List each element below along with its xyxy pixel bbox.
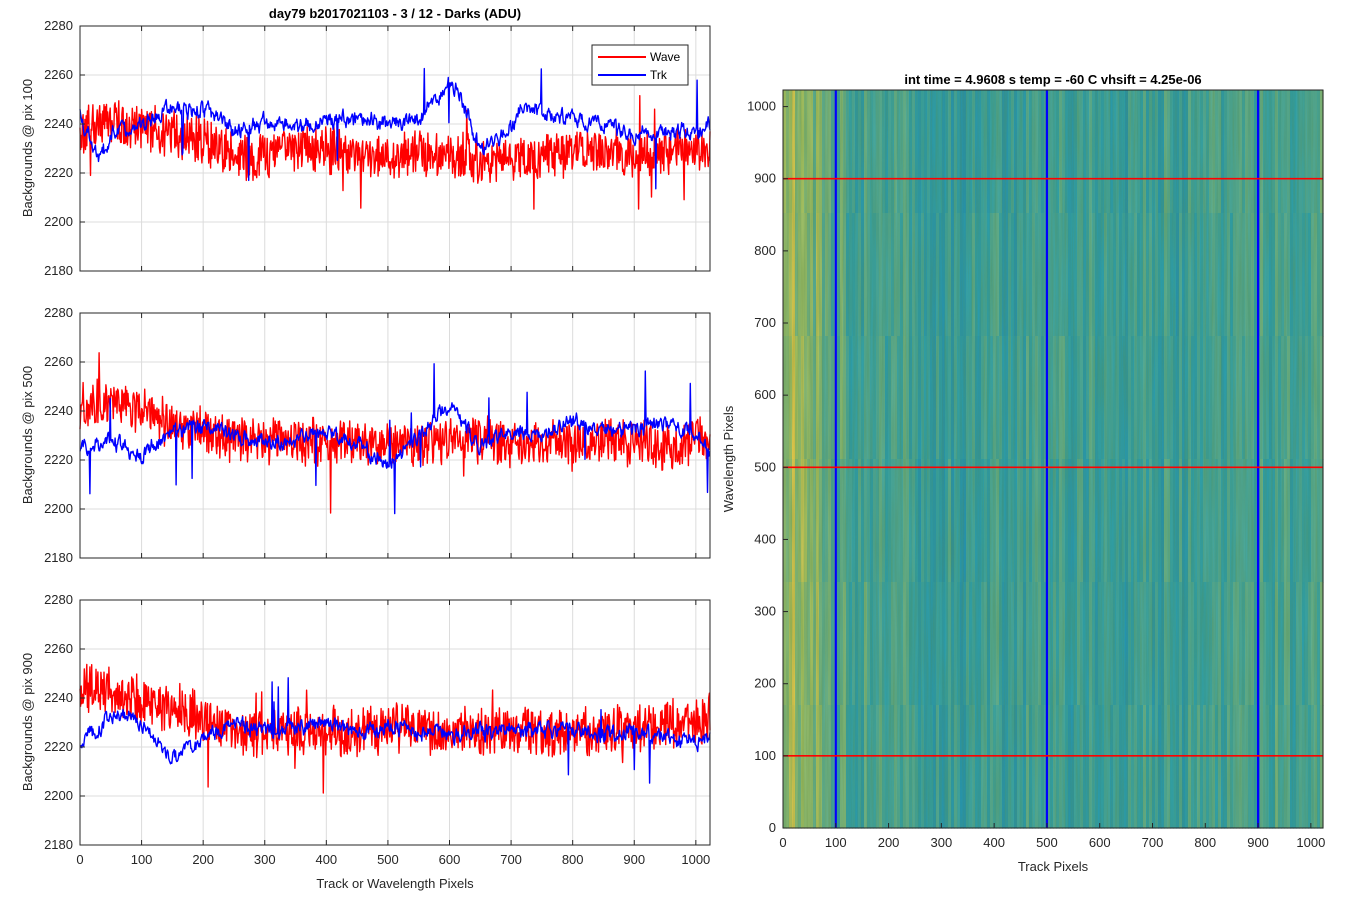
x-tick-label: 100 (825, 835, 847, 850)
series-line-trk (79, 67, 711, 190)
legend-label-wave: Wave (650, 50, 681, 64)
line-panel-pix-500: 2180 2200 2220 2240 2260 2280 Backgrounds @ p… (20, 305, 711, 565)
x-tick-label: 0 (779, 835, 786, 850)
y-tick-label: 1000 (747, 99, 776, 114)
x-tick-label: 900 (1247, 835, 1269, 850)
y-tick-label: 2180 (44, 263, 73, 278)
x-tick-label: 300 (254, 852, 276, 867)
x-axis-label: Track Pixels (1018, 859, 1089, 874)
x-tick-label: 300 (931, 835, 953, 850)
y-tick-label: 800 (754, 243, 776, 258)
y-tick-label: 2200 (44, 501, 73, 516)
x-tick-label: 100 (131, 852, 153, 867)
series-line-wave (79, 94, 711, 210)
series-group (79, 67, 711, 210)
y-axis-label: Wavelength Pixels (721, 405, 736, 512)
line-panel-pix-900: 0 100 200 300 400 500 600 700 800 900 1000 2180 2200… (20, 592, 711, 891)
y-tick-label: 2240 (44, 116, 73, 131)
y-tick-label: 2240 (44, 403, 73, 418)
x-tick-label: 400 (315, 852, 337, 867)
y-tick-label: 2240 (44, 690, 73, 705)
x-tick-label: 800 (1194, 835, 1216, 850)
legend-label-trk: Trk (650, 68, 668, 82)
y-tick-label: 2180 (44, 837, 73, 852)
y-tick-label: 300 (754, 604, 776, 619)
tick-labels: 2180 2200 2220 2240 2260 2280 (44, 305, 697, 565)
line-panel-pix-100: 2180 2200 2220 2240 2260 2280 Backgrounds @ p… (20, 18, 711, 278)
series-group (79, 352, 711, 515)
y-axis-label: Backgrounds @ pix 100 (20, 79, 35, 217)
x-tick-label: 700 (1142, 835, 1164, 850)
x-tick-label: 600 (439, 852, 461, 867)
heatmap-title: int time = 4.9608 s temp = -60 C vhsift … (904, 72, 1201, 87)
x-tick-label: 500 (377, 852, 399, 867)
y-tick-label: 2220 (44, 165, 73, 180)
x-tick-label: 600 (1089, 835, 1111, 850)
x-tick-label: 700 (500, 852, 522, 867)
plot-frame (79, 25, 711, 272)
y-tick-label: 2280 (44, 592, 73, 607)
plot-frame (782, 89, 1324, 829)
y-tick-label: 900 (754, 171, 776, 186)
x-tick-label: 0 (76, 852, 83, 867)
plot-frame (79, 599, 711, 846)
marker-lines (783, 90, 1323, 828)
legend: Wave Trk (591, 44, 689, 86)
heatmap-texture (783, 90, 1323, 828)
y-tick-label: 2220 (44, 739, 73, 754)
x-tick-label: 900 (623, 852, 645, 867)
x-axis-label: Track or Wavelength Pixels (316, 876, 474, 891)
heatmap-panel: int time = 4.9608 s temp = -60 C vhsift … (721, 72, 1325, 874)
tick-labels: 0 100 200 300 400 500 600 700 800 900 1000 0 100 200 3… (747, 99, 1325, 850)
y-tick-label: 2200 (44, 788, 73, 803)
y-tick-label: 700 (754, 315, 776, 330)
x-tick-label: 800 (562, 852, 584, 867)
y-tick-label: 2260 (44, 641, 73, 656)
x-tick-label: 1000 (681, 852, 710, 867)
y-tick-label: 2220 (44, 452, 73, 467)
y-axis-label: Backgrounds @ pix 900 (20, 653, 35, 791)
y-tick-label: 100 (754, 748, 776, 763)
tick-labels: 2180 2200 2220 2240 2260 2280 (44, 18, 697, 278)
tick-labels: 0 100 200 300 400 500 600 700 800 900 1000 2180 2200… (44, 592, 710, 867)
figure-title: day79 b2017021103 - 3 / 12 - Darks (ADU) (269, 6, 521, 21)
y-axis-label: Backgrounds @ pix 500 (20, 366, 35, 504)
series-line-trk (79, 677, 711, 784)
y-tick-label: 2260 (44, 354, 73, 369)
x-tick-label: 200 (878, 835, 900, 850)
y-tick-label: 200 (754, 676, 776, 691)
y-tick-label: 2280 (44, 305, 73, 320)
x-tick-label: 1000 (1296, 835, 1325, 850)
x-tick-label: 400 (983, 835, 1005, 850)
series-line-trk (79, 363, 711, 515)
y-tick-label: 400 (754, 531, 776, 546)
plot-frame (79, 312, 711, 559)
y-tick-label: 2260 (44, 67, 73, 82)
y-tick-label: 2180 (44, 550, 73, 565)
y-tick-label: 500 (754, 459, 776, 474)
x-tick-label: 500 (1036, 835, 1058, 850)
y-tick-label: 0 (769, 820, 776, 835)
series-group (79, 663, 711, 794)
y-tick-label: 2280 (44, 18, 73, 33)
y-tick-label: 2200 (44, 214, 73, 229)
y-tick-label: 600 (754, 387, 776, 402)
legend-box (591, 44, 689, 86)
x-tick-label: 200 (192, 852, 214, 867)
